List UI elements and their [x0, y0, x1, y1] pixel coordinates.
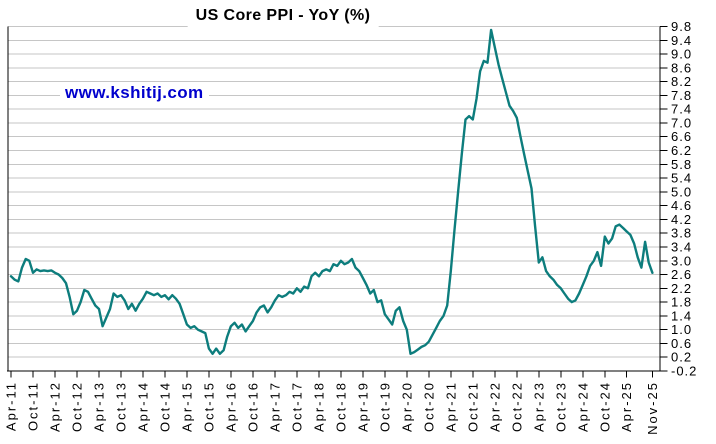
y-axis-ticks: -0.20.20.61.01.41.82.22.63.03.43.84.24.6…: [660, 19, 697, 379]
x-tick-label: Apr-16: [223, 381, 238, 432]
y-tick-label: 5.8: [671, 157, 692, 172]
x-tick-label: Apr-23: [531, 381, 546, 432]
x-axis-ticks: Apr-11 Oct-11 Apr-12 Oct-12 Apr-13 Oct-13 Apr-…: [4, 371, 660, 435]
x-tick-label: Apr-13: [91, 381, 106, 432]
y-tick-label: 5.0: [671, 184, 692, 199]
y-tick-label: 3.0: [671, 253, 692, 268]
y-tick-label: 0.2: [671, 350, 692, 365]
y-tick-label: 9.8: [671, 19, 692, 34]
axes: [7, 26, 661, 372]
y-tick-label: 3.4: [671, 239, 692, 254]
x-tick-label: Oct-12: [69, 381, 84, 432]
x-tick-label: Oct-23: [553, 381, 568, 432]
y-tick-label: 1.0: [671, 322, 692, 337]
x-tick-label: Oct-16: [245, 381, 260, 432]
x-tick-label: Oct-21: [465, 381, 480, 432]
x-tick-label: Apr-12: [47, 381, 62, 432]
y-tick-label: 6.2: [671, 143, 692, 158]
x-tick-label: Apr-15: [179, 381, 194, 432]
y-tick-label: 7.0: [671, 115, 692, 130]
y-tick-label: 1.8: [671, 295, 692, 310]
y-tick-label: 2.2: [671, 281, 692, 296]
x-tick-label: Apr-17: [267, 381, 282, 432]
x-tick-label: Apr-20: [399, 381, 414, 432]
x-tick-label: Oct-14: [157, 381, 172, 432]
x-tick-label: Oct-11: [25, 381, 40, 431]
chart-title: US Core PPI - YoY (%): [187, 5, 379, 29]
x-tick-label: Apr-11: [4, 381, 19, 431]
y-tick-label: 9.4: [671, 33, 692, 48]
y-tick-label: 5.4: [671, 171, 692, 186]
y-tick-label: 0.6: [671, 336, 692, 351]
ppi-line-series: [9, 28, 654, 355]
watermark: www.kshitij.com: [60, 82, 209, 104]
y-tick-label: 8.2: [671, 74, 692, 89]
y-tick-label: 4.2: [671, 212, 692, 227]
y-tick-label: 6.6: [671, 129, 692, 144]
y-tick-label: 8.6: [671, 60, 692, 75]
x-tick-label: Oct-24: [597, 381, 612, 432]
x-tick-label: Apr-22: [487, 381, 502, 432]
y-tick-label: -0.2: [671, 364, 697, 379]
x-tick-label: Oct-15: [201, 381, 216, 432]
x-tick-label: Apr-24: [575, 381, 590, 432]
y-tick-label: 4.6: [671, 198, 692, 213]
gridlines: [8, 26, 660, 358]
x-tick-label: Oct-22: [509, 381, 524, 432]
y-tick-label: 9.0: [671, 47, 692, 62]
x-tick-label: Oct-20: [421, 381, 436, 432]
x-tick-label: Apr-18: [311, 381, 326, 432]
x-tick-label: Apr-14: [135, 381, 150, 432]
x-tick-label: Oct-13: [113, 381, 128, 432]
x-tick-label: Apr-25: [619, 381, 634, 432]
x-tick-label: Apr-19: [355, 381, 370, 432]
y-tick-label: 1.4: [671, 308, 692, 323]
x-tick-label: Apr-21: [443, 381, 458, 432]
x-tick-label: Nov-25: [645, 381, 660, 435]
y-tick-label: 2.6: [671, 267, 692, 282]
y-tick-label: 7.4: [671, 102, 692, 117]
y-tick-label: 7.8: [671, 88, 692, 103]
x-tick-label: Oct-18: [333, 381, 348, 432]
y-tick-label: 3.8: [671, 226, 692, 241]
x-tick-label: Oct-19: [377, 381, 392, 432]
x-tick-label: Oct-17: [289, 381, 304, 432]
